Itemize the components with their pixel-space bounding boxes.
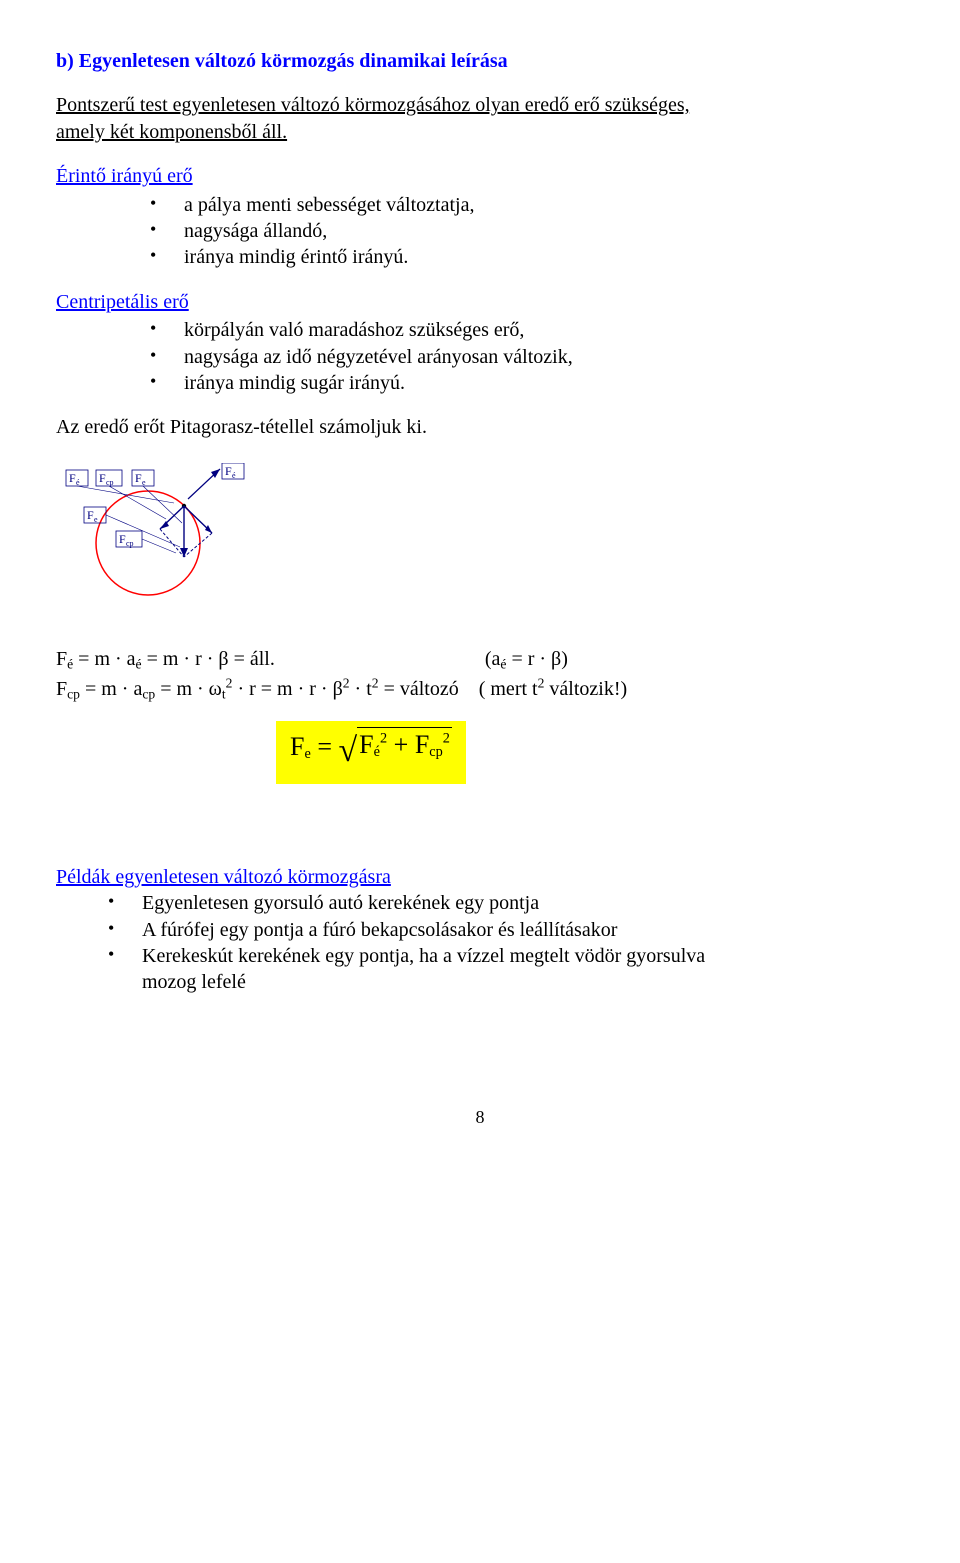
svg-text:F: F — [99, 471, 106, 485]
equations-block: Fé = m · aé = m · r · β = áll. (aé = r ·… — [56, 646, 904, 784]
equation-1: Fé = m · aé = m · r · β = áll. (aé = r ·… — [56, 646, 904, 672]
equation-2: Fcp = m · acp = m · ωt2 · r = m · r · β2… — [56, 676, 904, 702]
svg-text:e: e — [94, 515, 98, 524]
svg-text:F: F — [119, 532, 126, 546]
tangential-heading: Érintő irányú erő — [56, 163, 904, 189]
svg-text:é: é — [76, 478, 80, 487]
list-item: A fúrófej egy pontja a fúró bekapcsolása… — [108, 917, 904, 943]
list-item: iránya mindig érintő irányú. — [150, 244, 904, 270]
svg-text:cp: cp — [106, 478, 114, 487]
examples-heading: Példák egyenletesen változó körmozgásra — [56, 864, 904, 890]
svg-text:F: F — [87, 508, 94, 522]
svg-text:é: é — [232, 471, 236, 480]
centripetal-heading: Centripetális erő — [56, 289, 904, 315]
svg-text:e: e — [142, 478, 146, 487]
list-item: körpályán való maradáshoz szükséges erő, — [150, 317, 904, 343]
svg-text:F: F — [69, 471, 76, 485]
list-item: a pálya menti sebességet változtatja, — [150, 192, 904, 218]
list-item: Egyenletesen gyorsuló autó kerekének egy… — [108, 890, 904, 916]
centripetal-bullets: körpályán való maradáshoz szükséges erő,… — [56, 317, 904, 396]
intro-line-1: Pontszerű test egyenletesen változó körm… — [56, 94, 690, 116]
examples-list: Egyenletesen gyorsuló autó kerekének egy… — [56, 890, 904, 996]
list-item: nagysága állandó, — [150, 218, 904, 244]
section-title: b) Egyenletesen változó körmozgás dinami… — [56, 48, 904, 74]
intro-line-2: amely két komponensből áll. — [56, 121, 287, 143]
list-item: iránya mindig sugár irányú. — [150, 370, 904, 396]
svg-text:cp: cp — [126, 539, 134, 548]
tangential-bullets: a pálya menti sebességet változtatja, na… — [56, 192, 904, 271]
intro-paragraph: Pontszerű test egyenletesen változó körm… — [56, 92, 904, 145]
force-diagram: Fé Fcp Fe Fé Fe Fcp — [56, 463, 904, 610]
svg-text:F: F — [225, 464, 232, 478]
resultant-formula: Fe = √Fé2 + Fcp2 — [276, 721, 466, 784]
svg-text:F: F — [135, 471, 142, 485]
list-item: nagysága az idő négyzetével arányosan vá… — [150, 344, 904, 370]
list-item: Kerekeskút kerekének egy pontja, ha a ví… — [108, 943, 904, 996]
page-number: 8 — [56, 1106, 904, 1130]
pitagoras-line: Az eredő erőt Pitagorasz-tétellel számol… — [56, 414, 904, 440]
